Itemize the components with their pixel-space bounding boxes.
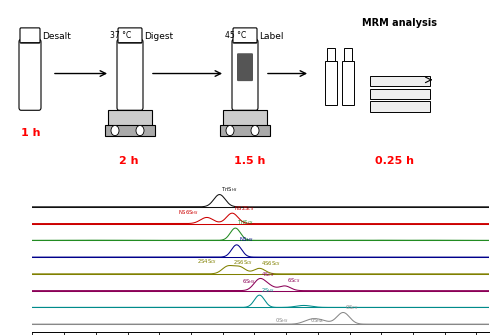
Bar [370, 89, 430, 99]
Text: 2S4S$_{CS}$: 2S4S$_{CS}$ [197, 257, 218, 266]
Bar [223, 110, 267, 128]
Text: 6S$_{CS}$: 6S$_{CS}$ [287, 276, 300, 285]
FancyBboxPatch shape [237, 53, 253, 81]
Text: 0S$_{HA}$: 0S$_{HA}$ [309, 316, 323, 325]
Text: Label: Label [259, 32, 283, 41]
Bar [342, 61, 354, 105]
Text: 2S6S$_{CS}$: 2S6S$_{CS}$ [234, 258, 253, 267]
FancyBboxPatch shape [118, 28, 142, 43]
Text: 2 h: 2 h [119, 156, 139, 166]
Bar [325, 61, 337, 105]
Text: TriS$_{HS}$: TriS$_{HS}$ [222, 185, 239, 194]
Text: 1.5 h: 1.5 h [234, 156, 265, 166]
Circle shape [136, 126, 144, 136]
Bar [370, 102, 430, 112]
Text: Digest: Digest [144, 32, 173, 41]
Bar [220, 126, 270, 136]
Text: NS6S$_{HS}$: NS6S$_{HS}$ [178, 208, 199, 217]
FancyBboxPatch shape [20, 28, 40, 43]
Text: TriS$_{CS}$: TriS$_{CS}$ [237, 218, 254, 227]
Text: 0S$_{CS}$: 0S$_{CS}$ [345, 303, 359, 312]
Bar [108, 110, 152, 128]
Text: 4S6S$_{CS}$: 4S6S$_{CS}$ [261, 259, 281, 268]
FancyBboxPatch shape [233, 28, 257, 43]
FancyBboxPatch shape [232, 39, 258, 110]
Text: 4S$_{CS}$: 4S$_{CS}$ [261, 270, 275, 279]
Bar [327, 48, 335, 61]
FancyBboxPatch shape [117, 39, 143, 110]
Circle shape [251, 126, 259, 136]
Circle shape [226, 126, 234, 136]
Bar [105, 126, 155, 136]
Text: 1 h: 1 h [21, 128, 40, 138]
Text: 2S$_{HS}$: 2S$_{HS}$ [261, 286, 275, 294]
FancyBboxPatch shape [19, 39, 41, 110]
Text: NS$_{HS}$: NS$_{HS}$ [239, 235, 253, 244]
Bar [344, 48, 352, 61]
Circle shape [111, 126, 119, 136]
Bar [370, 76, 430, 86]
Text: Desalt: Desalt [42, 32, 71, 41]
Text: MRM analysis: MRM analysis [362, 18, 438, 28]
Text: NS2S$_{CS}$: NS2S$_{CS}$ [234, 204, 255, 212]
Text: 0S$_{HS}$: 0S$_{HS}$ [275, 316, 289, 325]
Text: 45 °C: 45 °C [225, 31, 246, 40]
Text: 37 °C: 37 °C [110, 31, 131, 40]
Text: 0.25 h: 0.25 h [376, 156, 415, 166]
Text: 6S$_{HS}$: 6S$_{HS}$ [243, 277, 256, 286]
